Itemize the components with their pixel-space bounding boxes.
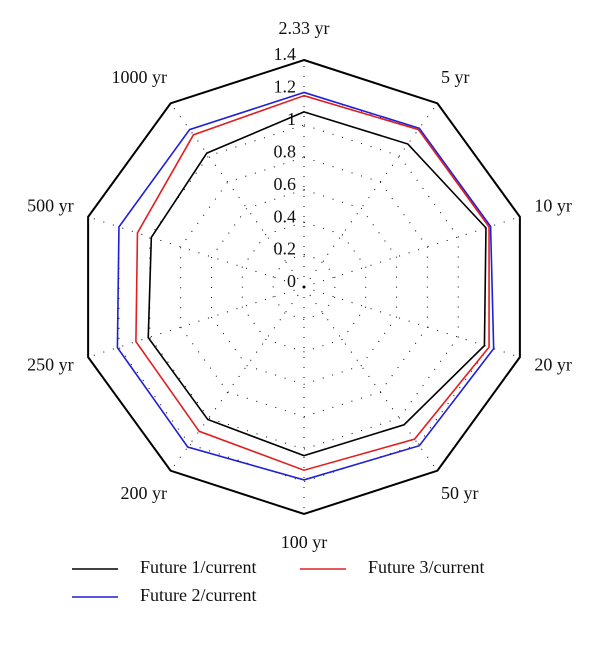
grid-ring [272,254,336,320]
category-label: 10 yr [534,196,572,216]
r-tick-label: 1.2 [274,77,297,97]
r-tick-label: 0 [287,271,296,291]
series-line [116,91,495,481]
spoke [303,286,521,358]
spoke [87,216,305,288]
center-dot [302,285,306,289]
r-tick-label: 1 [287,109,296,129]
category-label: 20 yr [534,355,572,375]
spoke [87,286,305,358]
series-line [147,111,487,457]
r-tick-label: 0.2 [274,239,297,259]
spoke [170,103,305,288]
r-tick-label: 0.6 [274,174,297,194]
spoke [303,216,521,288]
category-label: 200 yr [120,483,167,503]
r-tick-label: 1.4 [274,44,297,64]
r-tick-label: 0.8 [274,141,297,161]
series-line [135,94,490,472]
category-label: 250 yr [27,355,74,375]
r-tick-label: 0.4 [274,206,297,226]
legend-label: Future 1/current [140,557,256,577]
spoke [170,286,305,471]
legend-label: Future 3/current [368,557,484,577]
category-label: 2.33 yr [279,18,330,38]
category-label: 50 yr [441,483,479,503]
grid-ring [180,156,428,418]
category-label: 500 yr [27,196,74,216]
category-label: 100 yr [281,532,328,552]
legend-label: Future 2/current [140,585,256,605]
grid-ring [241,221,367,353]
category-label: 5 yr [441,67,470,87]
grid-ring [87,58,521,516]
grid-ring [210,189,398,385]
category-label: 1000 yr [111,67,167,87]
